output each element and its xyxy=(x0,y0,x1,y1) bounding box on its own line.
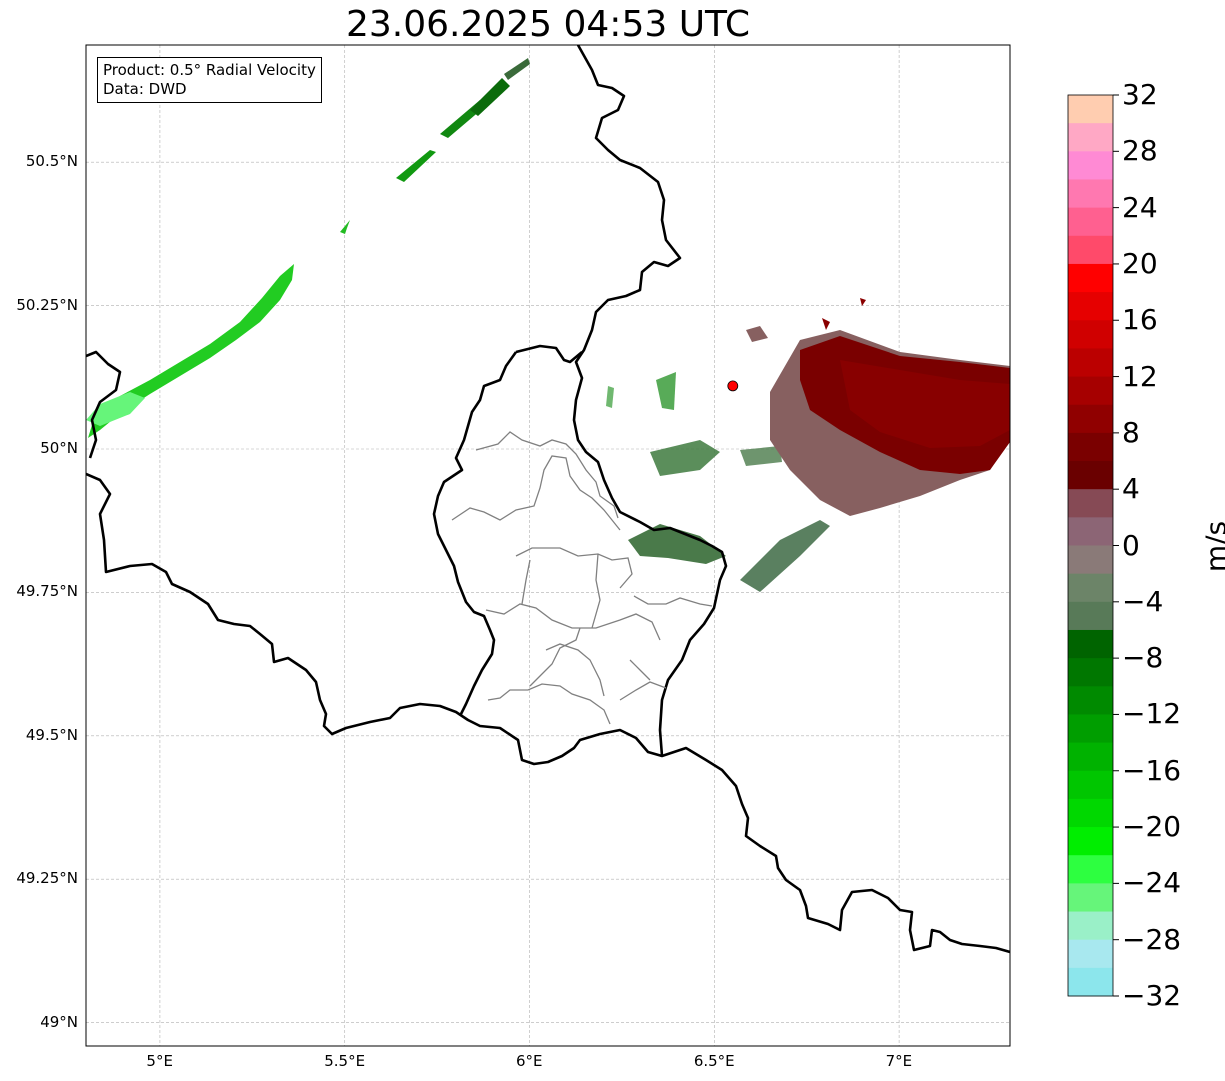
lon-tick-label: 6.5°E xyxy=(693,1052,735,1070)
colorbar-segment xyxy=(1068,742,1113,772)
district-borders xyxy=(451,431,713,725)
colorbar-segment xyxy=(1068,601,1113,631)
green-echo-band-northwest xyxy=(86,58,530,438)
colorbar-segment xyxy=(1068,827,1113,856)
lat-tick-label: 50.25°N xyxy=(16,295,78,314)
lon-tick-label: 6°E xyxy=(516,1052,543,1070)
product-label: Product: 0.5° Radial Velocity xyxy=(103,61,316,79)
colorbar-segment xyxy=(1068,348,1113,378)
colorbar-segment xyxy=(1068,179,1113,209)
colorbar-tick-label: −12 xyxy=(1122,697,1182,731)
colorbar-tick-label: 16 xyxy=(1122,303,1158,337)
colorbar-segment xyxy=(1068,573,1113,603)
data-source-label: Data: DWD xyxy=(103,80,187,98)
colorbar-segment xyxy=(1068,376,1113,406)
colorbar-segment xyxy=(1068,939,1113,969)
colorbar-tick-label: 8 xyxy=(1122,415,1140,449)
colorbar-segment xyxy=(1068,123,1113,152)
colorbar-segment xyxy=(1068,658,1113,687)
colorbar-unit: m/s xyxy=(1199,520,1225,573)
country-borders xyxy=(86,45,1010,954)
colorbar-segment xyxy=(1068,207,1113,237)
colorbar-segment xyxy=(1068,883,1113,913)
colorbar-tick-label: 4 xyxy=(1122,472,1140,506)
colorbar-tick-label: −8 xyxy=(1122,641,1164,675)
lat-tick-label: 49.5°N xyxy=(25,725,78,744)
lat-tick-label: 50.5°N xyxy=(25,152,78,171)
colorbar-tick-label: 24 xyxy=(1122,190,1158,224)
lat-tick-label: 49.25°N xyxy=(16,869,78,888)
colorbar-ticks xyxy=(1113,94,1119,997)
colorbar-segment xyxy=(1068,151,1113,180)
green-echoes-east xyxy=(606,372,830,592)
colorbar-segment xyxy=(1068,432,1113,462)
info-box: Product: 0.5° Radial Velocity Data: DWD xyxy=(97,57,322,103)
colorbar-tick-label: 28 xyxy=(1122,134,1158,168)
colorbar-segment xyxy=(1068,629,1113,659)
colorbar-segment xyxy=(1068,320,1113,349)
lat-tick-label: 49°N xyxy=(40,1012,78,1031)
colorbar-segment xyxy=(1068,714,1113,744)
colorbar-segment xyxy=(1068,798,1113,828)
lon-tick-label: 7°E xyxy=(885,1052,913,1070)
colorbar-segment xyxy=(1068,235,1113,265)
colorbar-segment xyxy=(1068,404,1113,434)
colorbar-tick-label: 20 xyxy=(1122,246,1158,280)
outbound-velocity-echoes xyxy=(746,298,1010,516)
colorbar-tick-label: −4 xyxy=(1122,584,1164,618)
colorbar-tick-label: 32 xyxy=(1122,78,1158,111)
colorbar-segment xyxy=(1068,967,1113,997)
lon-tick-label: 5.5°E xyxy=(324,1052,366,1070)
map-title: 23.06.2025 04:53 UTC xyxy=(345,4,751,45)
colorbar xyxy=(1067,94,1114,997)
colorbar-segment xyxy=(1068,545,1113,575)
colorbar-segment xyxy=(1068,770,1113,800)
colorbar-segment xyxy=(1068,95,1113,124)
map-frame xyxy=(85,44,1011,1047)
colorbar-tick-label: −24 xyxy=(1122,866,1182,900)
colorbar-tick-label: 0 xyxy=(1122,528,1140,562)
colorbar-tick-label: −32 xyxy=(1122,979,1182,1012)
colorbar-segment xyxy=(1068,911,1113,941)
lat-tick-label: 50°N xyxy=(40,439,78,457)
colorbar-segment xyxy=(1068,292,1113,321)
lon-tick-label: 5°E xyxy=(146,1052,173,1070)
radar-echoes xyxy=(86,58,1010,592)
colorbar-segment xyxy=(1068,686,1113,715)
colorbar-segment xyxy=(1068,855,1113,884)
lat-tick-label: 49.75°N xyxy=(16,582,78,601)
colorbar-tick-label: −20 xyxy=(1122,810,1182,844)
colorbar-segment xyxy=(1068,461,1113,490)
colorbar-segment xyxy=(1068,517,1113,546)
colorbar-segment xyxy=(1068,263,1113,293)
colorbar-tick-label: −28 xyxy=(1122,922,1182,956)
colorbar-tick-label: −16 xyxy=(1122,753,1182,787)
graticule xyxy=(86,45,1010,1046)
colorbar-tick-label: 12 xyxy=(1122,359,1158,393)
radar-site-marker xyxy=(727,380,739,392)
colorbar-segment xyxy=(1068,489,1113,518)
